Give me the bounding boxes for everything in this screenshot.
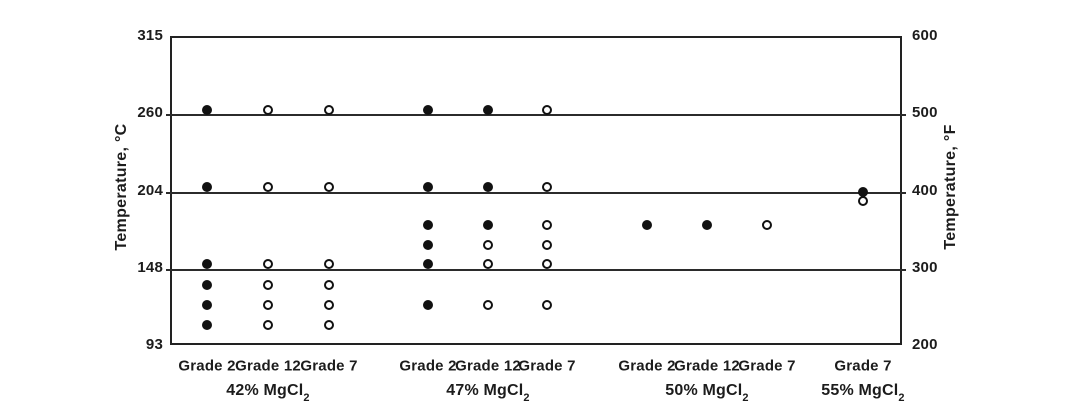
data-point-filled-grade12-400f — [483, 182, 493, 192]
data-point-open-grade7-252f — [542, 299, 552, 310]
data-point-open-grade7-330f — [542, 239, 552, 250]
right-axis-tick-500: 500 — [912, 104, 938, 122]
data-point-open-grade12-252f — [263, 299, 273, 310]
grade-label-grade12-group1: Grade 12 — [455, 357, 521, 375]
data-point-open-grade7-400f — [542, 182, 552, 192]
data-point-filled-grade2-355f — [423, 220, 433, 231]
grade-label-grade7-group1: Grade 7 — [518, 357, 576, 375]
grade-label-grade7-group3: Grade 7 — [834, 357, 892, 375]
left-axis-tick-204: 204 — [137, 181, 163, 199]
data-point-open-grade7-500f — [542, 104, 552, 115]
concentration-label-group3: 55% MgCl2 — [821, 382, 905, 405]
grade-label-grade7-group0: Grade 7 — [300, 357, 358, 375]
data-point-open-grade12-226f — [263, 319, 273, 330]
right-axis-tick-400: 400 — [912, 181, 938, 199]
concentration-label-group0: 42% MgCl2 — [226, 382, 310, 405]
data-point-filled-grade2-300f — [202, 259, 212, 270]
data-point-open-grade7-278f — [324, 279, 334, 290]
data-point-filled-grade12-355f — [483, 220, 493, 231]
left-axis-tick-260: 260 — [137, 104, 163, 122]
data-point-filled-grade2-400f — [423, 182, 433, 192]
data-point-open-grade7-355f — [762, 220, 772, 231]
data-point-filled-grade2-500f — [423, 104, 433, 115]
concentration-label-group1: 47% MgCl2 — [446, 382, 530, 405]
data-point-filled-grade2-252f — [423, 299, 433, 310]
data-point-filled-grade2-500f — [202, 104, 212, 115]
gridline-300f — [166, 268, 906, 271]
grade-label-grade12-group2: Grade 12 — [674, 357, 740, 375]
left-axis-tick-93: 93 — [145, 336, 163, 353]
data-point-open-grade12-330f — [483, 239, 493, 250]
left-axis-tick-148: 148 — [137, 258, 163, 276]
grade-label-grade2-group1: Grade 2 — [399, 357, 457, 375]
data-point-filled-grade2-252f — [202, 299, 212, 310]
plot-area — [166, 36, 906, 345]
data-point-open-grade7-387f — [858, 195, 868, 206]
right-axis-tick-600: 600 — [912, 27, 938, 44]
data-point-open-grade12-300f — [483, 259, 493, 270]
data-point-open-grade7-226f — [324, 319, 334, 330]
data-point-open-grade7-300f — [542, 259, 552, 270]
data-point-open-grade12-252f — [483, 299, 493, 310]
data-point-open-grade7-355f — [542, 220, 552, 231]
gridline-400f — [166, 191, 906, 194]
data-point-filled-grade2-355f — [642, 220, 652, 231]
data-point-filled-grade2-330f — [423, 239, 433, 250]
grade-label-grade7-group2: Grade 7 — [738, 357, 796, 375]
right-axis-tick-300: 300 — [912, 258, 938, 276]
data-point-filled-grade2-400f — [202, 182, 212, 192]
data-point-open-grade12-500f — [263, 104, 273, 115]
data-point-filled-grade2-300f — [423, 259, 433, 270]
data-point-open-grade12-300f — [263, 259, 273, 270]
gridline-500f — [166, 114, 906, 117]
data-point-open-grade7-252f — [324, 299, 334, 310]
grade-label-grade2-group2: Grade 2 — [618, 357, 676, 375]
left-axis-tick-315: 315 — [137, 27, 163, 44]
data-point-open-grade7-400f — [324, 182, 334, 192]
data-point-filled-grade12-500f — [483, 104, 493, 115]
data-point-filled-grade7-398f — [858, 187, 868, 198]
concentration-label-group2: 50% MgCl2 — [665, 382, 749, 405]
data-point-open-grade12-278f — [263, 279, 273, 290]
data-point-open-grade7-500f — [324, 104, 334, 115]
data-point-filled-grade2-278f — [202, 279, 212, 290]
data-point-open-grade7-300f — [324, 259, 334, 270]
data-point-filled-grade12-355f — [702, 220, 712, 231]
data-point-filled-grade2-226f — [202, 319, 212, 330]
grade-label-grade2-group0: Grade 2 — [178, 357, 236, 375]
grade-label-grade12-group0: Grade 12 — [235, 357, 301, 375]
data-point-open-grade12-400f — [263, 182, 273, 192]
right-axis-tick-200: 200 — [912, 336, 938, 353]
